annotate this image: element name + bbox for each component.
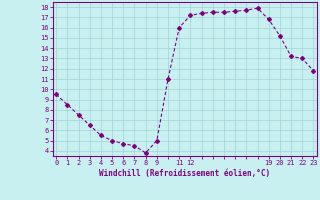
X-axis label: Windchill (Refroidissement éolien,°C): Windchill (Refroidissement éolien,°C) — [99, 169, 270, 178]
